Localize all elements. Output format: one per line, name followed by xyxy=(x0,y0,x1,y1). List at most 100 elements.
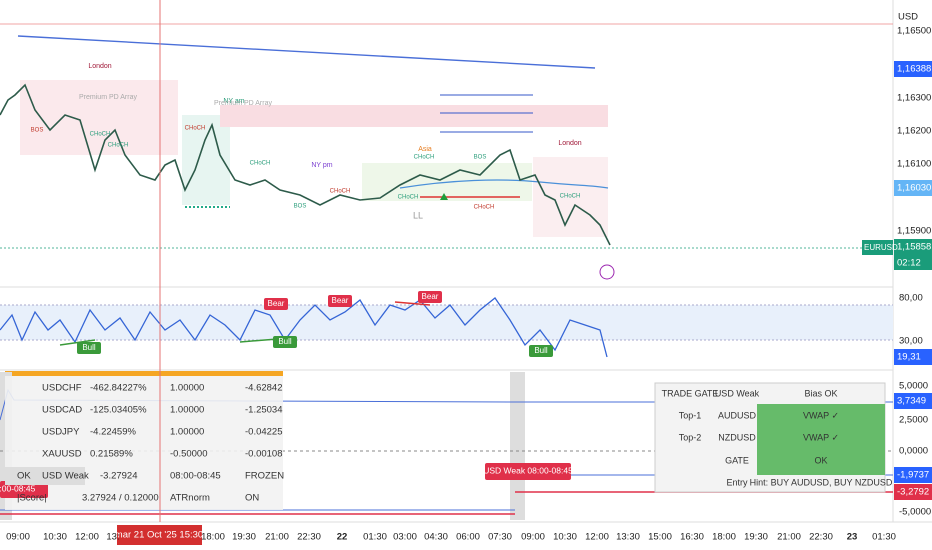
trend-line xyxy=(17,35,596,69)
symbol: EURUSD xyxy=(864,243,898,252)
annotation: LL xyxy=(413,210,423,220)
time-label: 13:30 xyxy=(616,532,640,543)
structure-label: CHoCH xyxy=(330,189,351,195)
table-cell: -3.27924 xyxy=(100,471,138,482)
table-cell: -4.22459% xyxy=(90,427,137,438)
currency[interactable]: USD xyxy=(898,12,918,23)
marker xyxy=(440,193,448,200)
divergence-line xyxy=(59,339,96,346)
time-label: 16:30 xyxy=(680,532,704,543)
annotation: London xyxy=(558,140,581,147)
table-cell: USD Weak xyxy=(42,471,89,482)
table-cell: -462.84227% xyxy=(90,383,147,394)
annotation: NY pm xyxy=(311,162,332,169)
annotation: Asia xyxy=(418,146,432,153)
price-label: 1,15900 xyxy=(897,226,931,237)
time-label: 01:30 xyxy=(872,532,896,543)
signal-label: Bear xyxy=(422,292,439,301)
signal-bg xyxy=(77,342,101,354)
rsi-badge-bg xyxy=(894,349,932,365)
event-bg xyxy=(0,481,48,498)
price-badge: 1,16388 xyxy=(897,64,931,75)
structure-label: CHoCH xyxy=(108,143,129,149)
table-cell: 08:00-08:45 xyxy=(170,471,221,482)
price-label: 1,16300 xyxy=(897,93,931,104)
zone xyxy=(533,157,608,237)
rsi-band xyxy=(0,305,893,340)
structure-label: CHoCH xyxy=(414,155,435,161)
event-label: USD Weak 08:00-08:45 xyxy=(483,465,573,475)
annotation: Premium PD Array xyxy=(214,100,272,107)
time-label: 13: xyxy=(106,532,119,543)
left-table xyxy=(5,376,283,510)
table-cell: GATE xyxy=(725,455,749,465)
divergence-line xyxy=(394,301,431,306)
table-cell: VWAP ✓ xyxy=(803,432,839,442)
table-cell: -0.50000 xyxy=(170,449,208,460)
table-cell: |Score| xyxy=(17,493,47,504)
time-label: 06:00 xyxy=(456,532,480,543)
lower-badge-bg xyxy=(894,393,932,409)
zone xyxy=(182,115,230,205)
rsi-label: 80,00 xyxy=(899,293,923,304)
price-series xyxy=(0,83,611,246)
signal-bg xyxy=(529,345,553,357)
table-cell: ON xyxy=(245,493,259,504)
table-cell: -0.04225 xyxy=(245,427,283,438)
lower-badge: 3,7349 xyxy=(897,396,926,407)
time-label: 22 xyxy=(337,532,348,543)
signal-bg xyxy=(273,336,297,348)
lower-label: -5,0000 xyxy=(899,507,931,518)
table-cell: NZDUSD xyxy=(718,432,756,442)
structure-label: CHoCH xyxy=(398,195,419,201)
time-label: 12:00 xyxy=(585,532,609,543)
table-header: Bias OK xyxy=(804,388,837,398)
table-cell: 3.27924 / 0.12000 xyxy=(82,493,159,504)
time-label: 04:30 xyxy=(424,532,448,543)
structure-label: CHoCH xyxy=(474,205,495,211)
table-cell: -1.25034 xyxy=(245,405,283,416)
vwap-line xyxy=(399,179,609,189)
signal-label: Bull xyxy=(534,346,548,355)
signal-label: Bull xyxy=(278,337,292,346)
header-bar xyxy=(5,371,283,376)
table-cell: USDCHF xyxy=(42,383,82,394)
table-cell: FROZEN xyxy=(245,471,284,482)
countdown: 02:12 xyxy=(897,258,921,269)
time-label: 19:30 xyxy=(744,532,768,543)
time-label: 10:30 xyxy=(553,532,577,543)
structure-label: BOS xyxy=(294,204,307,210)
table-cell: 1.00000 xyxy=(170,427,204,438)
table-cell: Entry xyxy=(726,477,748,487)
time-label: 07:30 xyxy=(488,532,512,543)
price-label: 1,16500 xyxy=(897,26,931,37)
time-label: 22:30 xyxy=(297,532,321,543)
countdown-bg xyxy=(894,255,932,270)
table-cell: -4.62842 xyxy=(245,383,283,394)
annotation: Premium PD Array xyxy=(79,94,137,101)
price-badge: 1,15858 xyxy=(897,242,931,253)
table-cell: OK xyxy=(17,471,31,482)
event-label: Weak 08:00-08:45 xyxy=(0,483,36,493)
signal-label: Bear xyxy=(268,299,285,308)
cursor-label-bg xyxy=(117,525,202,545)
annotation: London xyxy=(88,63,111,70)
table-cell: -0.00108 xyxy=(245,449,283,460)
time-label: 23 xyxy=(847,532,858,543)
rsi-series xyxy=(0,297,608,358)
price-badge-bg xyxy=(894,180,932,196)
table-header: USD Weak xyxy=(715,388,760,398)
time-label: 15:00 xyxy=(648,532,672,543)
table-cell: USDCAD xyxy=(42,405,82,416)
time-label: 09:00 xyxy=(6,532,30,543)
lower-label: 2,5000 xyxy=(899,415,928,426)
table-cell: 1.00000 xyxy=(170,405,204,416)
lower-badge: -1,9737 xyxy=(897,470,929,481)
table-cell: -125.03405% xyxy=(90,405,147,416)
green-cells xyxy=(757,404,885,475)
status-bg xyxy=(5,467,85,485)
time-label: 12:00 xyxy=(75,532,99,543)
zone xyxy=(220,105,608,127)
symbol-bg xyxy=(862,240,893,255)
